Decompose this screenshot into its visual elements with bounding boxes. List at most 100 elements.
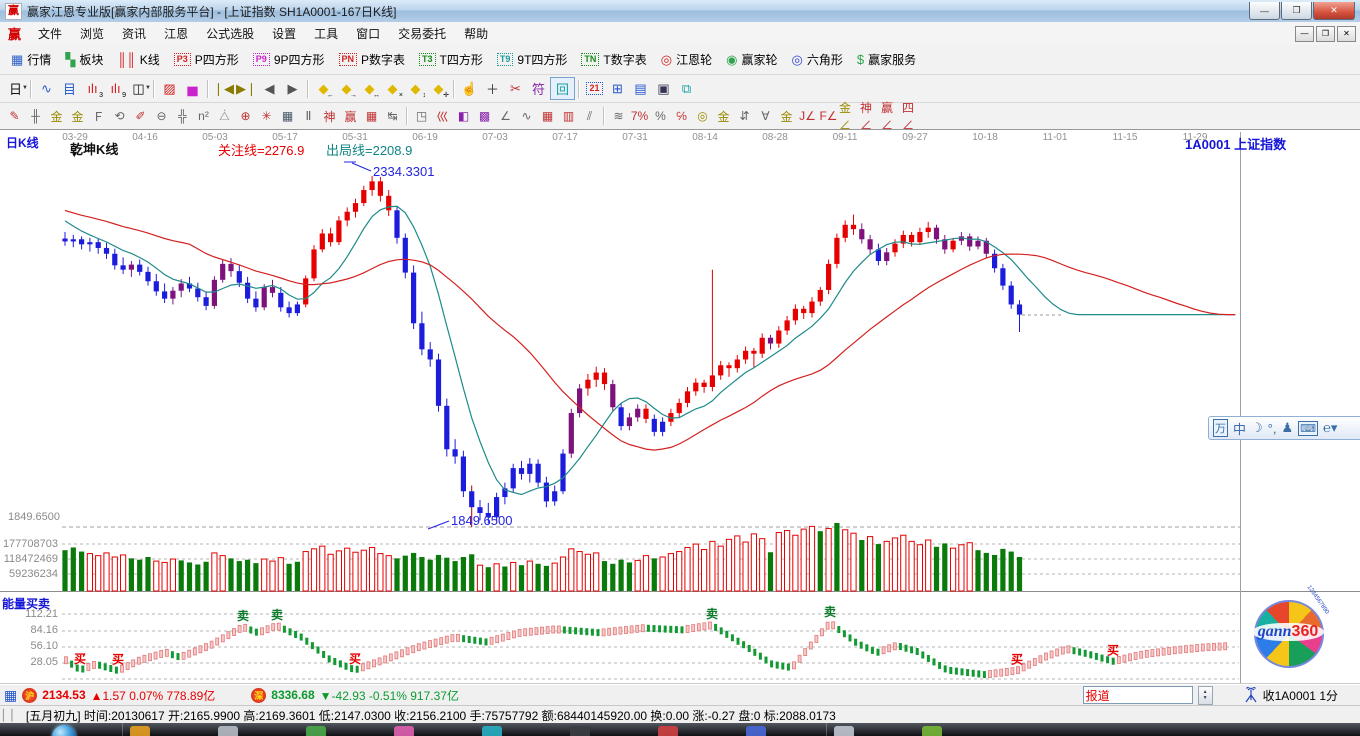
bars9-tool[interactable]: ılı 9 — [110, 81, 126, 99]
bars3-tool[interactable]: ılı 3 — [87, 81, 103, 99]
menu-item[interactable]: 交易委托 — [398, 27, 447, 41]
draw-tool-button[interactable]: J∠ — [799, 109, 816, 123]
menu-item[interactable]: 窗口 — [356, 27, 381, 41]
draw-tool-button[interactable]: ⇵ — [739, 109, 750, 123]
report-tool[interactable]: 目 — [62, 82, 76, 97]
taskbar-app-icon[interactable] — [922, 726, 942, 736]
taskbar-app-icon[interactable] — [834, 726, 854, 736]
next-button[interactable]: ▶ — [287, 80, 298, 96]
taskbar-app-icon[interactable] — [130, 726, 150, 736]
first-page-button[interactable]: ❘◀ — [213, 80, 234, 96]
draw-tool-button[interactable]: ◎ — [697, 109, 708, 123]
draw-tool-button[interactable]: 神 — [323, 109, 336, 124]
draw-tool-button[interactable]: ╫ — [31, 109, 40, 123]
taskbar-app-icon[interactable] — [482, 726, 502, 736]
draw-tool-button[interactable]: 7% — [630, 109, 649, 123]
diamond-close-tool[interactable]: ◆ × — [387, 80, 404, 100]
draw-tool-button[interactable]: 金 — [780, 109, 793, 124]
draw-tool-button[interactable]: 神∠ — [860, 101, 873, 132]
draw-tool-button[interactable]: ⫽ — [586, 108, 593, 123]
close-button[interactable]: ✕ — [1313, 2, 1355, 20]
chart-area[interactable]: 2334.3301 1849.6500 买买买买买卖卖卖卖 日K线 03-29 04-… — [0, 129, 1360, 684]
draw-tool-button[interactable]: % — [655, 109, 666, 123]
menu-item[interactable]: 江恩 — [164, 27, 189, 41]
taskbar-app-icon[interactable] — [306, 726, 326, 736]
draw-tool-button[interactable]: ⟲ — [114, 109, 125, 123]
note-tool[interactable]: 符 — [531, 82, 545, 97]
candle-type-selector[interactable]: ◫ ▼ — [132, 80, 151, 96]
diamond-all-tool[interactable]: ◆ ✛ — [433, 80, 450, 100]
draw-tool-button[interactable]: n² — [198, 109, 209, 123]
ime-width-icon[interactable]: ☽ — [1251, 420, 1263, 435]
p-table-button[interactable]: PN P数字表 — [332, 49, 413, 71]
draw-tool-button[interactable]: ▦ — [281, 109, 294, 123]
ime-user-icon[interactable]: ♟ — [1281, 420, 1294, 435]
fractal-tool[interactable]: 回 — [550, 77, 575, 100]
windows-taskbar[interactable] — [0, 723, 1360, 736]
p-square-button[interactable]: P3 P四方形 — [167, 49, 246, 71]
draw-tool-button[interactable]: ▦ — [365, 109, 378, 123]
draw-tool-button[interactable]: 金∠ — [839, 101, 852, 132]
draw-tool-button[interactable]: 金 — [717, 109, 730, 124]
taskbar-app-icon[interactable] — [570, 726, 590, 736]
menu-item[interactable]: 文件 — [38, 27, 63, 41]
calculator-tool[interactable]: ⊞ — [612, 80, 623, 96]
draw-tool-button[interactable]: Ⅱ — [305, 109, 312, 123]
mdi-close-button[interactable]: ✕ — [1337, 25, 1356, 42]
draw-tool-button[interactable]: ∿ — [521, 109, 532, 123]
hand-tool[interactable]: ☝ — [461, 80, 478, 96]
period-day-selector[interactable]: 日 ▼ — [8, 82, 28, 97]
menu-item[interactable]: 浏览 — [80, 27, 105, 41]
indicator-dropdown-icon[interactable]: ▼ — [71, 152, 78, 159]
draw-tool-button[interactable]: ∠ — [500, 109, 511, 123]
draw-tool-button[interactable]: ◧ — [457, 109, 470, 123]
draw-tool-button[interactable]: ℅ — [676, 109, 687, 123]
draw-tool-button[interactable]: ▦ — [541, 109, 554, 123]
ime-mode-icon[interactable]: 万 — [1213, 419, 1228, 437]
taskbar-app-icon[interactable] — [394, 726, 414, 736]
draw-tool-button[interactable]: ∀ — [761, 109, 770, 123]
draw-tool-button[interactable]: ▩ — [478, 109, 491, 123]
draw-tool-button[interactable]: ▥ — [562, 109, 575, 123]
quote-grid-icon[interactable]: ▦ — [4, 687, 18, 703]
cut-tool[interactable]: ✂ — [510, 80, 521, 96]
taskbar-app-icon[interactable] — [658, 726, 678, 736]
kline-button[interactable]: ║║ K线 — [117, 52, 160, 67]
sub-indicator-name[interactable]: 能量买卖 — [2, 597, 51, 611]
menu-item[interactable]: 工具 — [314, 27, 339, 41]
mdi-minimize-button[interactable]: — — [1295, 25, 1314, 42]
minimize-button[interactable]: — — [1249, 2, 1280, 20]
menu-item[interactable]: 设置 — [272, 27, 297, 41]
spinner-control[interactable]: ▲ ▼ — [1197, 685, 1213, 705]
diamond-vswing-tool[interactable]: ◆ ↕ — [410, 80, 427, 100]
9p-square-button[interactable]: P9 9P四方形 — [246, 49, 332, 71]
draw-tool-button[interactable]: ✐ — [135, 109, 146, 123]
draw-tool-button[interactable]: F∠ — [819, 109, 838, 123]
draw-tool-button[interactable]: 四∠ — [902, 101, 915, 132]
menu-item[interactable]: 公式选股 — [206, 27, 255, 41]
trend-tool[interactable]: ∿ — [41, 80, 52, 96]
9t-square-button[interactable]: T9 9T四方形 — [490, 49, 575, 71]
start-orb-icon[interactable] — [52, 725, 76, 736]
gann-grid-tool[interactable]: ▨ — [163, 80, 176, 96]
mdi-restore-button[interactable]: ❐ — [1316, 25, 1335, 42]
draw-tool-button[interactable]: ◳ — [415, 109, 428, 123]
blocks-button[interactable]: ▚ 板块 — [65, 52, 104, 67]
title-bar[interactable]: 赢 赢家江恩专业版[赢家内部服务平台] - [上证指数 SH1A0001-167… — [0, 0, 1360, 23]
t-square-button[interactable]: T3 T四方形 — [412, 49, 490, 71]
t-table-button[interactable]: TN T数字表 — [574, 49, 653, 71]
menu-item[interactable]: 帮助 — [464, 27, 489, 41]
diamond-right-tool[interactable]: ◆ → — [341, 80, 358, 100]
draw-tool-button[interactable]: ≋ — [613, 109, 624, 123]
winner-service-button[interactable]: $ 赢家服务 — [856, 52, 917, 67]
calendar-tool[interactable]: 21 — [583, 78, 606, 99]
draw-tool-button[interactable]: ⊕ — [240, 109, 251, 123]
draw-tool-button[interactable]: ╬ — [178, 109, 187, 123]
draw-tool-button[interactable]: 赢 — [344, 109, 357, 124]
diamond-left-tool[interactable]: ◆ ← — [318, 80, 335, 100]
ime-punct-icon[interactable]: °, — [1267, 420, 1277, 436]
taskbar-app-icon[interactable] — [746, 726, 766, 736]
hexagon-button[interactable]: ◎ 六角形 — [791, 52, 843, 67]
draw-tool-button[interactable]: ✳ — [261, 109, 272, 123]
ime-browser-icon[interactable]: ℮▾ — [1323, 420, 1338, 435]
